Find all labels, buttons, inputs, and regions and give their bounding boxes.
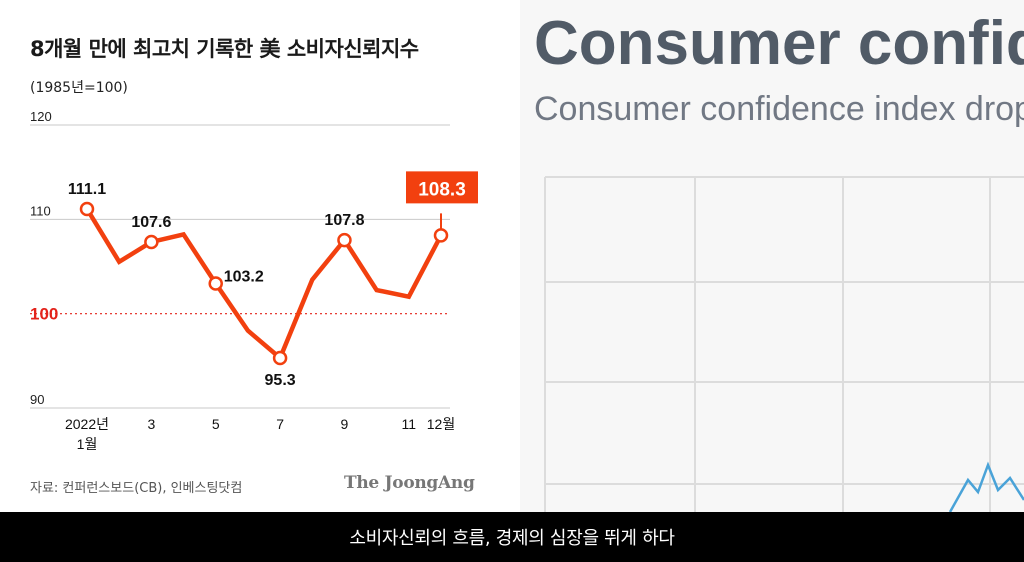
data-label: 107.6 [131, 214, 171, 231]
data-point-marker [433, 228, 449, 243]
data-label-highlight: 108.3 [418, 179, 466, 200]
x-tick-label: 7 [276, 416, 284, 432]
data-point-marker [144, 234, 159, 250]
caption-bar: 소비자신뢰의 흐름, 경제의 심장을 뛰게 하다 [0, 512, 1024, 562]
x-tick-label-sub: 1월 [77, 436, 98, 452]
data-point-marker [337, 232, 352, 248]
series-line [85, 207, 443, 362]
bg-series-line [948, 461, 1024, 512]
data-label: 111.1 [68, 181, 106, 198]
x-tick-label: 9 [341, 416, 349, 432]
data-point-marker [208, 276, 223, 291]
x-tick-label: 3 [147, 416, 155, 432]
data-point-marker [79, 201, 95, 217]
chart-title: 8개월 만에 최고치 기록한 美 소비자신뢰지수 [30, 37, 419, 61]
y-tick-label: 90 [30, 392, 44, 407]
x-tick-label: 5 [212, 416, 220, 432]
source-note: 자료: 컨퍼런스보드(CB), 인베스팅닷컴 [30, 481, 243, 496]
data-point-marker [272, 350, 288, 366]
line-chart: 120 110 100 90 2022년 1월 3 5 7 9 11 12월 111.1 107.6 103… [30, 110, 478, 452]
background-slide: Consumer confide Consumer confidence ind… [520, 0, 1024, 512]
data-label: 103.2 [224, 268, 264, 285]
y-tick-label-baseline: 100 [30, 305, 58, 324]
background-title: Consumer confide [534, 9, 1024, 78]
x-tick-label: 12월 [427, 416, 455, 432]
background-chart-grid [544, 176, 1024, 512]
data-label: 107.8 [324, 212, 364, 229]
chart-panel: 8개월 만에 최고치 기록한 美 소비자신뢰지수 (1985년=100) 120… [0, 0, 500, 512]
highlight-label-bg [406, 171, 478, 204]
background-subtitle: Consumer confidence index drop [534, 90, 1024, 128]
x-tick-label: 11 [402, 416, 417, 432]
y-tick-label: 120 [30, 110, 52, 124]
y-tick-label: 110 [30, 203, 51, 218]
caption-text: 소비자신뢰의 흐름, 경제의 심장을 뛰게 하다 [349, 528, 675, 549]
chart-unit-label: (1985년=100) [30, 80, 128, 96]
x-tick-label: 2022년 [65, 416, 109, 432]
publisher-logo: The JoongAng [344, 473, 475, 493]
data-label: 95.3 [265, 372, 296, 389]
